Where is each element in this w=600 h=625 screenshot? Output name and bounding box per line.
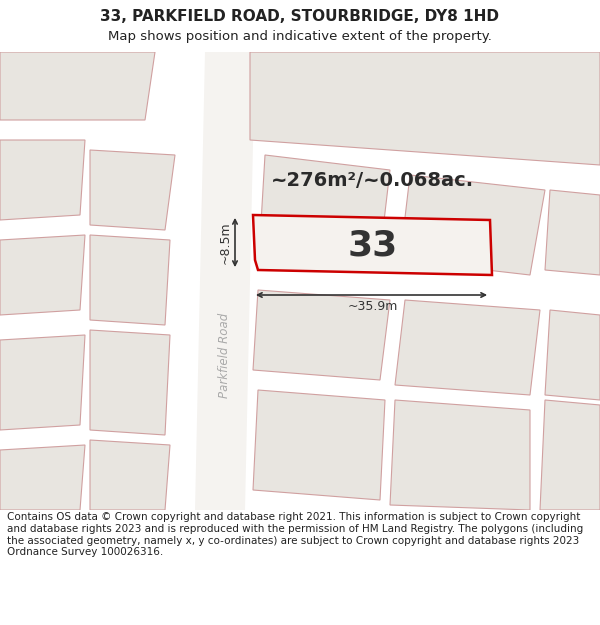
Text: Parkfield Road: Parkfield Road — [218, 312, 232, 398]
Polygon shape — [90, 235, 170, 325]
Polygon shape — [250, 52, 600, 165]
Polygon shape — [0, 445, 85, 510]
Polygon shape — [90, 150, 175, 230]
Text: ~276m²/~0.068ac.: ~276m²/~0.068ac. — [271, 171, 474, 190]
Polygon shape — [253, 215, 492, 275]
Polygon shape — [195, 52, 255, 510]
Text: Map shows position and indicative extent of the property.: Map shows position and indicative extent… — [108, 29, 492, 42]
Polygon shape — [0, 335, 85, 430]
Polygon shape — [90, 330, 170, 435]
Polygon shape — [90, 440, 170, 510]
Polygon shape — [545, 190, 600, 275]
Text: 33: 33 — [347, 228, 398, 262]
Polygon shape — [540, 400, 600, 510]
Polygon shape — [0, 140, 85, 220]
Polygon shape — [400, 175, 545, 275]
Polygon shape — [253, 390, 385, 500]
Polygon shape — [0, 52, 155, 120]
Polygon shape — [260, 155, 390, 255]
Polygon shape — [545, 310, 600, 400]
Polygon shape — [390, 400, 530, 510]
Polygon shape — [253, 290, 390, 380]
Polygon shape — [0, 235, 85, 315]
Text: Contains OS data © Crown copyright and database right 2021. This information is : Contains OS data © Crown copyright and d… — [7, 512, 583, 557]
Text: 33, PARKFIELD ROAD, STOURBRIDGE, DY8 1HD: 33, PARKFIELD ROAD, STOURBRIDGE, DY8 1HD — [101, 9, 499, 24]
Text: ~35.9m: ~35.9m — [347, 300, 398, 313]
Polygon shape — [395, 300, 540, 395]
Text: ~8.5m: ~8.5m — [219, 222, 232, 264]
